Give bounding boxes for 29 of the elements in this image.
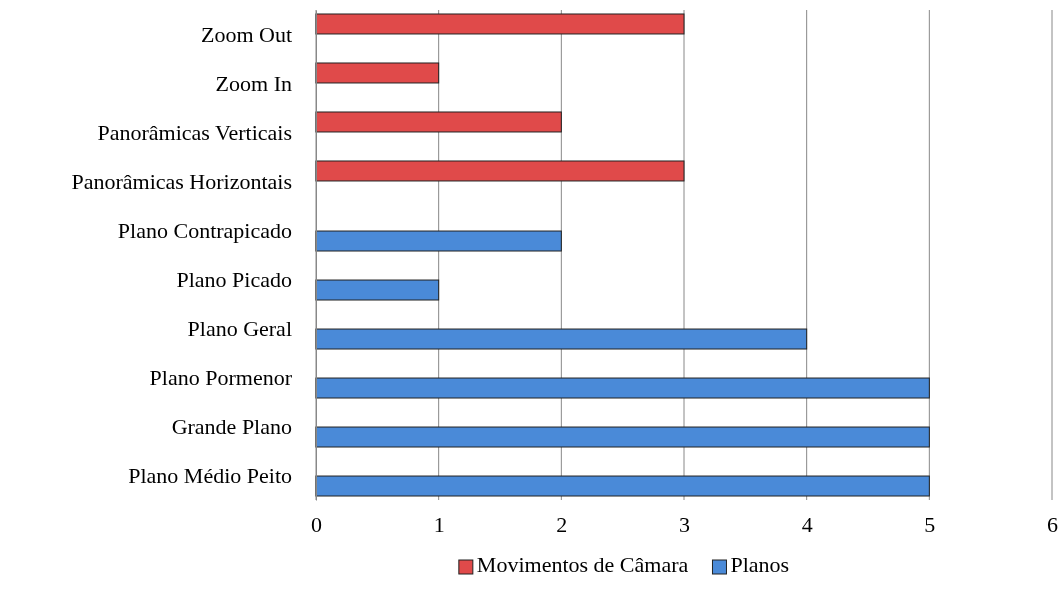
bar — [315, 279, 440, 301]
bar — [315, 62, 440, 84]
x-tick-label: 3 — [679, 511, 690, 537]
legend-label: Movimentos de Câmara — [476, 552, 689, 577]
bar — [315, 160, 685, 182]
legend-label: Planos — [730, 552, 790, 577]
bar — [315, 111, 562, 133]
x-tick-label: 6 — [1047, 511, 1058, 537]
x-tick-label: 0 — [311, 511, 322, 537]
y-tick-label: Plano Pormenor — [149, 364, 293, 390]
bar — [315, 475, 930, 497]
y-tick-label: Zoom In — [215, 70, 292, 96]
bar — [315, 328, 808, 350]
bar — [315, 377, 930, 399]
y-tick-label: Plano Contrapicado — [117, 217, 292, 243]
bar — [315, 230, 562, 252]
bar — [315, 13, 685, 35]
y-tick-label: Panorâmicas Horizontais — [71, 168, 292, 194]
y-tick-label: Plano Picado — [176, 266, 292, 292]
x-tick-label: 1 — [433, 511, 445, 537]
x-tick-label: 5 — [924, 511, 936, 537]
y-tick-label: Plano Médio Peito — [128, 462, 292, 488]
y-tick-label: Zoom Out — [200, 21, 292, 47]
y-tick-label: Panorâmicas Verticais — [97, 119, 292, 145]
y-tick-label: Grande Plano — [171, 413, 292, 439]
y-tick-label: Plano Geral — [187, 315, 292, 341]
bar — [315, 426, 930, 448]
x-tick-label: 4 — [801, 511, 813, 537]
x-tick-label: 2 — [556, 511, 568, 537]
